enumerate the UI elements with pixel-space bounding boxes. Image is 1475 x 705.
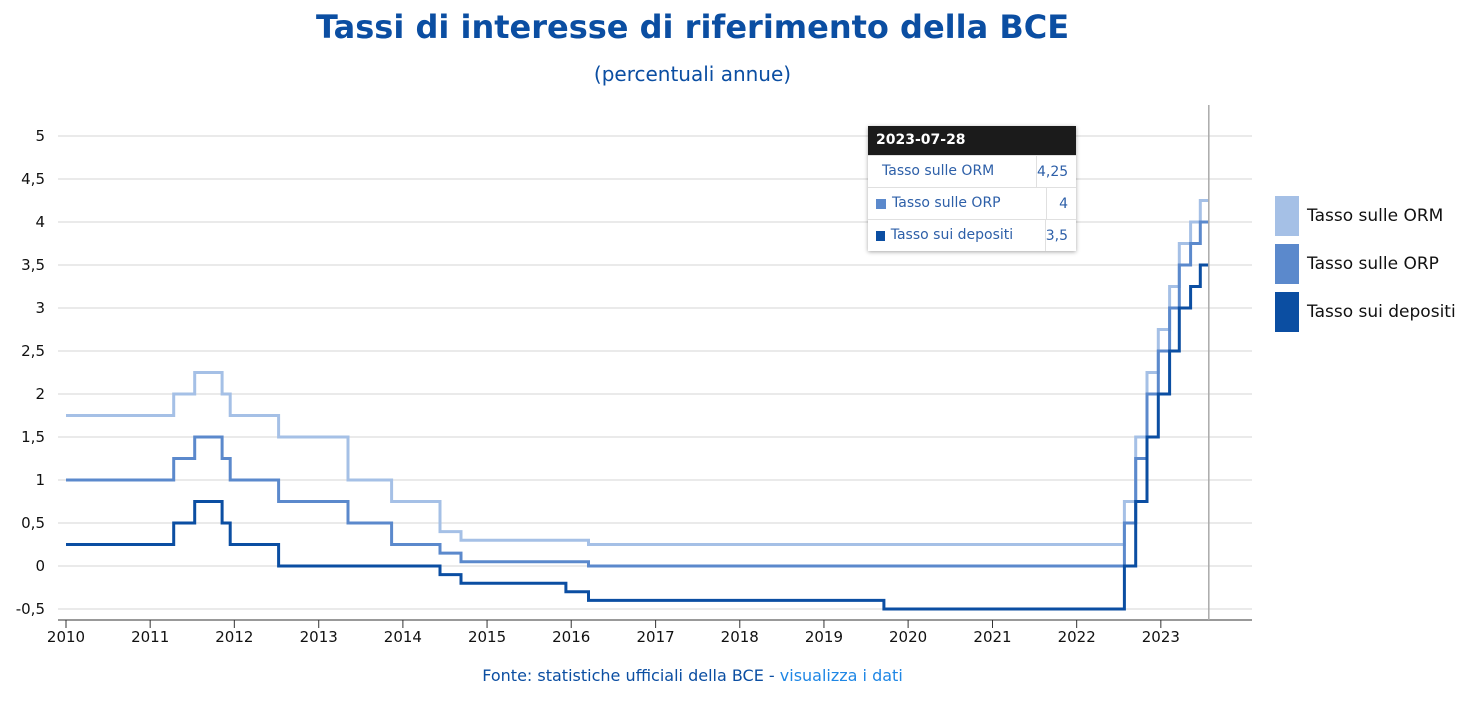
x-tick-label: 2016 [552, 628, 590, 646]
y-tick-label: 2,5 [21, 342, 45, 360]
legend-swatch [1275, 292, 1299, 332]
legend-label: Tasso sulle ORP [1307, 254, 1439, 274]
y-tick-label: 1,5 [21, 428, 45, 446]
chart-tooltip: 2023-07-28 Tasso sulle ORM 4,25 Tasso su… [868, 126, 1076, 251]
chart-title: Tassi di interesse di riferimento della … [315, 8, 1070, 46]
x-tick-label: 2014 [384, 628, 422, 646]
tooltip-row: Tasso sulle ORM 4,25 [868, 155, 1076, 187]
y-tick-label: 4,5 [21, 170, 45, 188]
x-tick-label: 2017 [637, 628, 675, 646]
tooltip-value: 4,25 [1037, 163, 1069, 180]
series-line-2 [66, 220, 1209, 568]
x-tick-label: 2011 [131, 628, 169, 646]
legend-label: Tasso sulle ORM [1307, 206, 1444, 226]
legend-item-orp[interactable]: Tasso sulle ORP [1275, 240, 1456, 288]
view-data-link[interactable]: visualizza i dati [779, 666, 903, 685]
y-tick-label: 5 [35, 127, 45, 145]
legend-item-depositi[interactable]: Tasso sui depositi [1275, 288, 1456, 336]
legend-item-orm[interactable]: Tasso sulle ORM [1275, 192, 1456, 240]
series-line-3 [66, 263, 1209, 611]
x-tick-label: 2021 [973, 628, 1011, 646]
tooltip-date: 2023-07-28 [868, 126, 1076, 155]
y-tick-label: 4 [35, 213, 45, 231]
x-tick-label: 2012 [215, 628, 253, 646]
x-tick-label: 2018 [721, 628, 759, 646]
tooltip-label: Tasso sui depositi [891, 220, 1046, 251]
y-tick-label: 3,5 [21, 256, 45, 274]
tooltip-row: Tasso sui depositi 3,5 [868, 219, 1076, 251]
y-tick-label: 0,5 [21, 514, 45, 532]
x-tick-label: 2019 [805, 628, 843, 646]
y-tick-label: -0,5 [16, 600, 45, 618]
y-tick-label: 3 [35, 299, 45, 317]
x-tick-label: 2020 [889, 628, 927, 646]
x-tick-label: 2010 [47, 628, 85, 646]
series-line-1 [66, 199, 1209, 546]
tooltip-row: Tasso sulle ORP 4 [868, 187, 1076, 219]
x-tick-label: 2022 [1058, 628, 1096, 646]
x-tick-label: 2013 [300, 628, 338, 646]
x-tick-label: 2023 [1142, 628, 1180, 646]
tooltip-label: Tasso sulle ORP [892, 188, 1047, 219]
tooltip-swatch [876, 230, 885, 241]
legend-swatch [1275, 244, 1299, 284]
y-tick-label: 2 [35, 385, 45, 403]
legend-swatch [1275, 196, 1299, 236]
source-text: Fonte: statistiche ufficiali della BCE - [482, 666, 780, 685]
tooltip-label: Tasso sulle ORM [882, 156, 1037, 187]
tooltip-swatch [876, 198, 886, 209]
chart-subtitle: (percentuali annue) [593, 62, 792, 86]
tooltip-value: 4 [1059, 195, 1068, 212]
tooltip-value: 3,5 [1045, 227, 1068, 244]
y-tick-label: 0 [35, 557, 45, 575]
x-tick-label: 2015 [468, 628, 506, 646]
y-tick-label: 1 [35, 471, 45, 489]
chart-legend: Tasso sulle ORM Tasso sulle ORP Tasso su… [1275, 192, 1456, 336]
chart-footer: Fonte: statistiche ufficiali della BCE -… [0, 666, 1385, 685]
legend-label: Tasso sui depositi [1307, 302, 1456, 322]
